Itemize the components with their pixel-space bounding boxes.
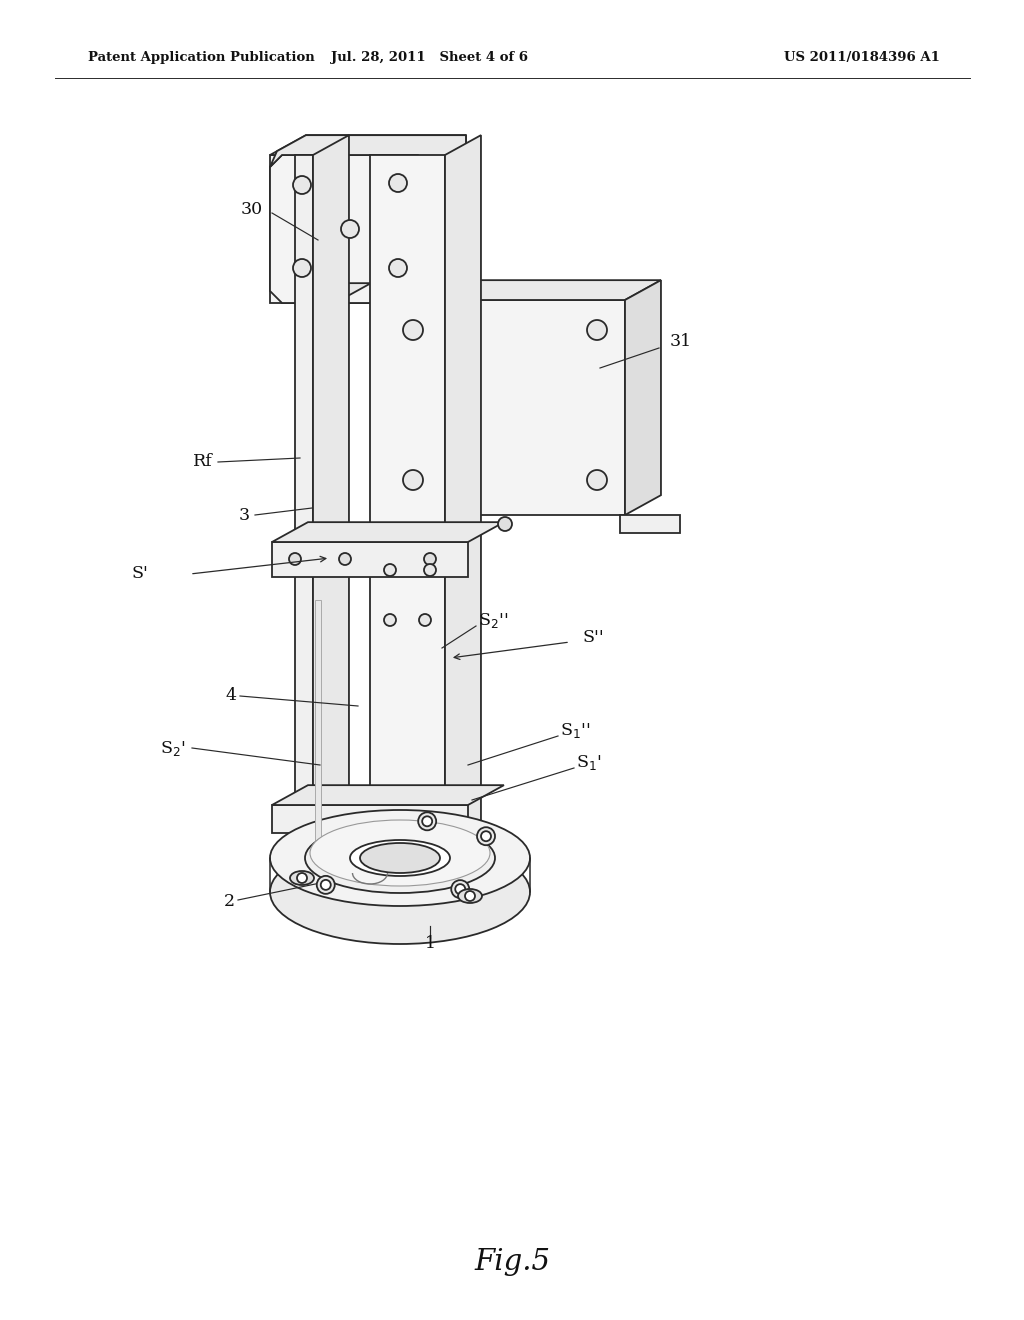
Text: 3: 3 bbox=[239, 507, 250, 524]
Text: S'': S'' bbox=[582, 630, 604, 647]
Text: 1: 1 bbox=[425, 936, 435, 953]
Circle shape bbox=[452, 880, 469, 898]
Circle shape bbox=[481, 832, 492, 841]
Circle shape bbox=[419, 614, 431, 626]
Circle shape bbox=[418, 812, 436, 830]
Circle shape bbox=[587, 319, 607, 341]
Circle shape bbox=[424, 553, 436, 565]
Polygon shape bbox=[272, 785, 504, 805]
Circle shape bbox=[289, 553, 301, 565]
Circle shape bbox=[587, 470, 607, 490]
Text: S$_2$': S$_2$' bbox=[160, 738, 185, 758]
Circle shape bbox=[422, 816, 432, 826]
Ellipse shape bbox=[350, 840, 450, 876]
Polygon shape bbox=[270, 135, 466, 154]
Polygon shape bbox=[370, 154, 445, 845]
Polygon shape bbox=[272, 543, 468, 577]
Polygon shape bbox=[620, 515, 680, 533]
Circle shape bbox=[293, 176, 311, 194]
Circle shape bbox=[339, 553, 351, 565]
Circle shape bbox=[403, 319, 423, 341]
Text: Rf: Rf bbox=[194, 454, 213, 470]
Text: US 2011/0184396 A1: US 2011/0184396 A1 bbox=[784, 51, 940, 65]
Polygon shape bbox=[270, 135, 466, 168]
Polygon shape bbox=[303, 284, 371, 304]
Ellipse shape bbox=[458, 888, 482, 903]
Ellipse shape bbox=[270, 840, 530, 944]
Text: Fig.5: Fig.5 bbox=[474, 1247, 550, 1276]
Polygon shape bbox=[313, 135, 349, 845]
Ellipse shape bbox=[290, 871, 314, 884]
Text: 4: 4 bbox=[225, 688, 236, 705]
Text: Patent Application Publication: Patent Application Publication bbox=[88, 51, 314, 65]
Circle shape bbox=[341, 220, 359, 238]
Polygon shape bbox=[303, 304, 335, 393]
Circle shape bbox=[293, 259, 311, 277]
Polygon shape bbox=[295, 154, 313, 845]
Polygon shape bbox=[270, 154, 430, 304]
Circle shape bbox=[316, 876, 335, 894]
Circle shape bbox=[384, 564, 396, 576]
Ellipse shape bbox=[270, 810, 530, 906]
Circle shape bbox=[389, 174, 407, 191]
Text: S$_1$': S$_1$' bbox=[575, 752, 601, 771]
Text: Jul. 28, 2011   Sheet 4 of 6: Jul. 28, 2011 Sheet 4 of 6 bbox=[332, 51, 528, 65]
Circle shape bbox=[424, 564, 436, 576]
Circle shape bbox=[465, 891, 475, 902]
Ellipse shape bbox=[360, 843, 440, 873]
Polygon shape bbox=[430, 253, 449, 275]
Text: S$_2$'': S$_2$'' bbox=[478, 610, 508, 630]
Polygon shape bbox=[385, 300, 625, 515]
Polygon shape bbox=[445, 135, 481, 845]
Text: 2: 2 bbox=[224, 894, 234, 911]
Circle shape bbox=[477, 828, 495, 845]
Text: S$_1$'': S$_1$'' bbox=[560, 721, 590, 739]
Circle shape bbox=[384, 614, 396, 626]
Polygon shape bbox=[270, 154, 430, 304]
Polygon shape bbox=[272, 805, 468, 833]
Polygon shape bbox=[272, 523, 504, 543]
Text: 30: 30 bbox=[241, 202, 263, 219]
Polygon shape bbox=[315, 601, 321, 840]
Circle shape bbox=[456, 884, 465, 894]
Polygon shape bbox=[625, 280, 660, 515]
Circle shape bbox=[403, 470, 423, 490]
Polygon shape bbox=[385, 280, 660, 300]
Circle shape bbox=[498, 517, 512, 531]
Circle shape bbox=[389, 259, 407, 277]
Polygon shape bbox=[430, 195, 449, 216]
Text: S': S' bbox=[131, 565, 148, 582]
Ellipse shape bbox=[305, 822, 495, 894]
Ellipse shape bbox=[310, 820, 490, 886]
Polygon shape bbox=[430, 135, 466, 304]
Circle shape bbox=[321, 880, 331, 890]
Circle shape bbox=[297, 873, 307, 883]
Text: 31: 31 bbox=[670, 334, 692, 351]
